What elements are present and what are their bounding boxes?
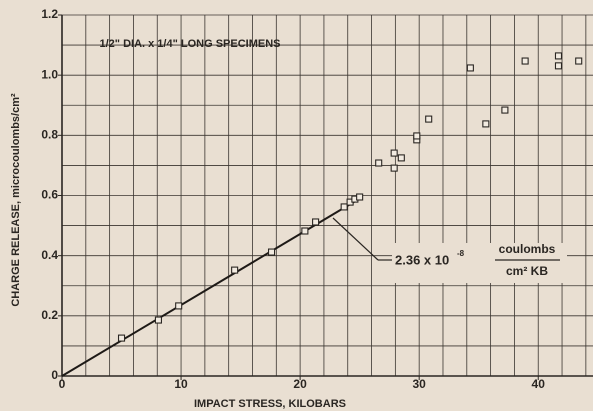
- point: [231, 266, 239, 274]
- point: [466, 64, 474, 72]
- x-axis-label: IMPACT STRESS, KILOBARS: [194, 398, 346, 410]
- point: [356, 193, 364, 201]
- point: [175, 302, 183, 310]
- annotation-numerator: coulombs: [499, 242, 556, 256]
- point: [154, 316, 162, 324]
- x-tick-label: 30: [412, 377, 426, 391]
- chart-title: 1/2" DIA. x 1/4" LONG SPECIMENS: [100, 38, 281, 50]
- point: [413, 132, 421, 140]
- point: [301, 227, 309, 235]
- x-tick-label: 0: [59, 377, 66, 391]
- y-tick-label: 0.2: [41, 308, 58, 322]
- y-tick-label: 0.6: [41, 188, 58, 202]
- y-axis-label: CHARGE RELEASE, microcoulombs/cm²: [10, 93, 22, 307]
- point: [575, 57, 583, 65]
- point: [397, 154, 405, 162]
- point: [375, 159, 383, 167]
- x-tick-label: 20: [293, 377, 307, 391]
- point: [482, 120, 490, 128]
- annotation-denominator: cm² KB: [506, 264, 548, 278]
- point: [267, 248, 276, 256]
- y-tick-label: 0.8: [41, 128, 58, 142]
- title-bg: [85, 30, 295, 56]
- point: [501, 106, 509, 114]
- point: [554, 52, 563, 60]
- y-tick-label: 0: [51, 368, 58, 382]
- annotation-exponent: -8: [457, 249, 465, 258]
- x-tick-label: 40: [532, 377, 546, 391]
- y-tick-label: 1.2: [41, 7, 58, 21]
- annotation-bg: [392, 243, 567, 283]
- point: [390, 149, 398, 157]
- annotation-text: 2.36 x 10: [395, 252, 449, 267]
- point: [340, 203, 348, 211]
- point: [554, 62, 563, 70]
- point: [117, 334, 126, 342]
- fit-line: [61, 197, 361, 377]
- x-tick-label: 10: [174, 377, 188, 391]
- point: [521, 57, 529, 65]
- y-tick-label: 1.0: [41, 67, 58, 81]
- point: [425, 115, 433, 123]
- leader: [332, 217, 379, 261]
- point: [390, 164, 398, 172]
- point: [312, 218, 320, 226]
- y-tick-label: 0.4: [41, 248, 58, 262]
